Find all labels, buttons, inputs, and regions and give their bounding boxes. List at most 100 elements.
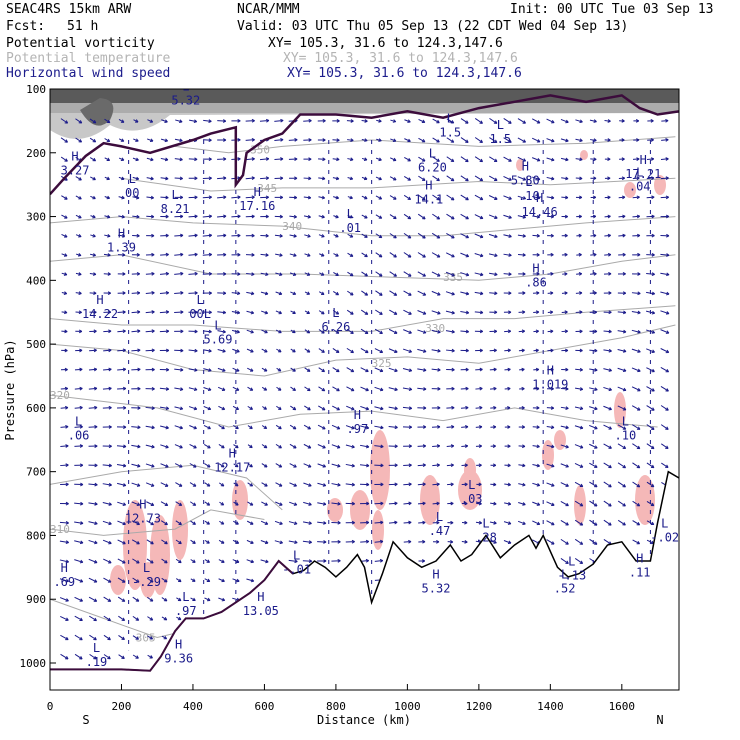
wind-arrowhead xyxy=(263,444,268,449)
wind-arrowhead xyxy=(64,405,69,410)
wind-arrowhead xyxy=(120,119,125,123)
x-tick-label: 1600 xyxy=(609,700,636,713)
wind-arrowhead xyxy=(379,368,384,373)
wind-vector xyxy=(331,502,341,505)
wind-arrowhead xyxy=(223,195,227,200)
wind-vector xyxy=(189,482,197,487)
wind-arrowhead xyxy=(594,387,598,391)
wind-arrowhead xyxy=(151,233,155,238)
extreme-type: H xyxy=(229,446,236,460)
extreme-type: H xyxy=(536,191,543,205)
wind-arrowhead xyxy=(379,311,383,315)
wind-arrowhead xyxy=(223,176,227,180)
wind-arrowhead xyxy=(608,272,612,276)
wind-arrowhead xyxy=(451,367,455,372)
extreme-type: H xyxy=(640,153,647,167)
wind-arrowhead xyxy=(308,559,313,563)
wind-arrowhead xyxy=(637,291,641,296)
wind-arrowhead xyxy=(551,119,555,124)
wind-arrowhead xyxy=(165,387,170,391)
wind-arrowhead xyxy=(507,540,512,545)
wind-vector xyxy=(375,290,383,296)
wind-vector xyxy=(660,272,670,276)
wind-vector xyxy=(632,539,640,545)
wind-arrowhead xyxy=(279,233,283,238)
wind-arrowhead xyxy=(292,291,297,296)
y-tick-label: 400 xyxy=(26,274,46,287)
extreme-value: -.01 xyxy=(282,562,311,576)
extreme-value: 14.22 xyxy=(82,307,118,321)
wind-vector xyxy=(102,464,112,467)
wind-vector xyxy=(618,215,626,218)
wind-arrowhead xyxy=(108,348,112,353)
wind-vector xyxy=(431,368,441,371)
wind-vector xyxy=(218,578,225,582)
wind-vector xyxy=(131,539,140,545)
wind-vector xyxy=(403,483,412,486)
wind-arrowhead xyxy=(394,520,398,525)
wind-arrowhead xyxy=(522,310,526,315)
wind-vector xyxy=(574,500,584,507)
wind-vector xyxy=(159,406,169,410)
wind-arrowhead xyxy=(180,329,184,334)
wind-arrowhead xyxy=(221,559,225,563)
wind-vector xyxy=(189,501,196,506)
wind-vector xyxy=(274,540,283,544)
wind-arrowhead xyxy=(308,138,312,142)
wind-arrowhead xyxy=(165,291,170,295)
wind-vector xyxy=(174,387,184,391)
wind-vector xyxy=(131,520,140,525)
wind-arrowhead xyxy=(551,138,555,143)
wind-vector xyxy=(503,273,512,275)
wind-vector xyxy=(217,311,226,314)
wind-arrowhead xyxy=(264,502,268,506)
wind-vector xyxy=(275,482,283,487)
wind-arrowhead xyxy=(350,292,354,296)
wind-vector xyxy=(617,481,626,488)
extreme-type: L xyxy=(196,293,203,307)
wind-arrowhead xyxy=(236,578,240,583)
pv-blob xyxy=(372,510,384,550)
wind-vector xyxy=(388,426,398,429)
wind-arrowhead xyxy=(636,138,640,142)
wind-arrowhead xyxy=(422,330,427,334)
wind-arrowhead xyxy=(622,484,626,488)
wind-vector xyxy=(217,234,227,237)
wind-vector xyxy=(389,195,397,200)
wind-vector xyxy=(360,540,369,543)
wind-arrowhead xyxy=(507,482,511,487)
wind-arrowhead xyxy=(180,291,184,295)
y-tick-label: 1000 xyxy=(20,657,47,670)
wind-arrowhead xyxy=(80,482,84,487)
valid-time: Valid: 03 UTC Thu 05 Sep 13 (22 CDT Wed … xyxy=(237,19,629,34)
wind-vector xyxy=(389,290,397,296)
wind-arrowhead xyxy=(350,387,355,392)
wind-arrowhead xyxy=(421,559,426,563)
wind-arrowhead xyxy=(422,216,426,220)
wind-arrowhead xyxy=(278,349,282,353)
wind-vector xyxy=(646,386,655,392)
wind-vector xyxy=(488,195,498,200)
wind-arrowhead xyxy=(479,177,484,182)
wind-vector xyxy=(574,538,583,545)
wind-vector xyxy=(102,407,112,409)
wind-arrowhead xyxy=(478,463,482,468)
wind-arrowhead xyxy=(94,444,98,448)
wind-arrowhead xyxy=(564,233,568,238)
wind-vector xyxy=(403,213,411,220)
wind-vector xyxy=(589,119,597,123)
wind-vector xyxy=(603,481,612,488)
wind-arrowhead xyxy=(607,233,611,238)
wind-vector xyxy=(303,482,312,487)
wind-vector xyxy=(74,368,83,371)
wind-vector xyxy=(374,348,383,353)
wind-vector xyxy=(318,196,325,199)
wind-vector xyxy=(189,463,197,468)
wind-vector xyxy=(589,406,598,410)
extreme-value: 00L xyxy=(189,307,211,321)
wind-arrowhead xyxy=(122,560,126,564)
wind-vector xyxy=(431,271,441,277)
wind-vector xyxy=(160,253,169,256)
extreme-type: L xyxy=(171,188,178,202)
wind-arrowhead xyxy=(136,541,140,545)
